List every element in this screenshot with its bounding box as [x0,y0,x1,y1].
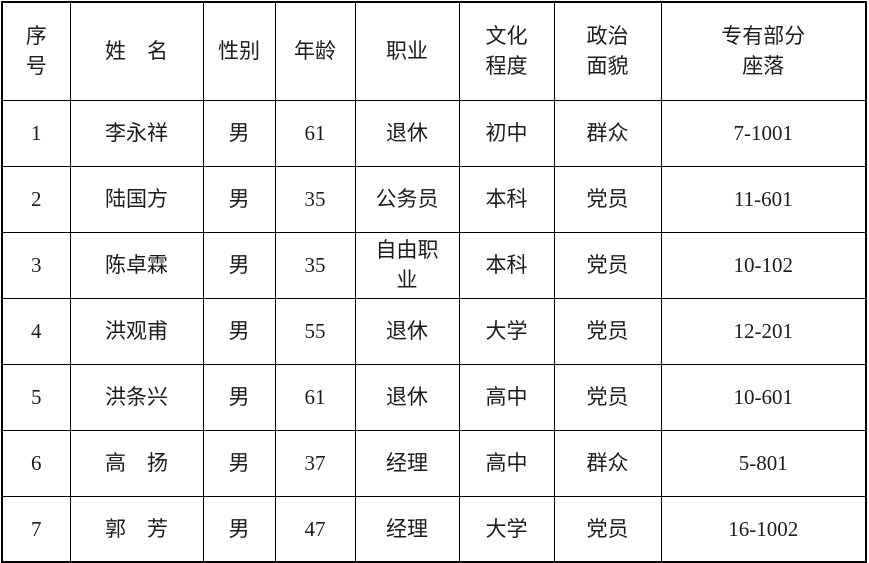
cell-age: 61 [274,99,356,167]
cell-unit-location: 12-201 [660,297,867,365]
cell-political-status: 党员 [553,495,662,563]
cell-unit-location: 10-601 [660,363,867,431]
cell-gender: 男 [202,99,276,167]
table-row: 1 李永祥 男 61 退休 初中 群众 7-1001 [1,99,867,167]
cell-age: 47 [274,495,356,563]
header-row: 序 号 姓 名 性别 年龄 职业 文化 程度 政治 面貌 专有部分 座落 [1,1,867,101]
cell-index: 4 [1,297,71,365]
table-row: 7 郭 芳 男 47 经理 大学 党员 16-1002 [1,495,867,563]
table-row: 6 高 扬 男 37 经理 高中 群众 5-801 [1,429,867,497]
cell-name: 陆国方 [69,165,204,233]
cell-name: 郭 芳 [69,495,204,563]
cell-age: 35 [274,231,356,299]
cell-occupation: 经理 [354,495,460,563]
cell-occupation: 自由职 业 [354,231,460,299]
cell-education: 初中 [458,99,555,167]
cell-occupation: 公务员 [354,165,460,233]
cell-gender: 男 [202,429,276,497]
cell-index: 7 [1,495,71,563]
cell-political-status: 党员 [553,165,662,233]
cell-unit-location: 5-801 [660,429,867,497]
cell-education: 本科 [458,165,555,233]
cell-education: 本科 [458,231,555,299]
table-header: 序 号 姓 名 性别 年龄 职业 文化 程度 政治 面貌 专有部分 座落 [1,1,867,101]
table-row: 4 洪观甫 男 55 退休 大学 党员 12-201 [1,297,867,365]
cell-index: 3 [1,231,71,299]
cell-age: 55 [274,297,356,365]
cell-gender: 男 [202,165,276,233]
cell-index: 1 [1,99,71,167]
cell-name: 高 扬 [69,429,204,497]
cell-political-status: 群众 [553,99,662,167]
cell-gender: 男 [202,495,276,563]
cell-age: 61 [274,363,356,431]
cell-name: 洪观甫 [69,297,204,365]
cell-political-status: 党员 [553,231,662,299]
header-cell-gender: 性别 [202,1,276,101]
cell-political-status: 党员 [553,363,662,431]
cell-occupation: 退休 [354,99,460,167]
table-body: 1 李永祥 男 61 退休 初中 群众 7-1001 2 陆国方 男 35 公务… [1,99,867,563]
cell-occupation: 经理 [354,429,460,497]
cell-index: 6 [1,429,71,497]
cell-occupation: 退休 [354,363,460,431]
cell-name: 洪条兴 [69,363,204,431]
header-cell-index: 序 号 [1,1,71,101]
cell-occupation: 退休 [354,297,460,365]
cell-education: 高中 [458,363,555,431]
cell-unit-location: 7-1001 [660,99,867,167]
header-cell-occupation: 职业 [354,1,460,101]
cell-gender: 男 [202,297,276,365]
cell-education: 大学 [458,297,555,365]
cell-age: 35 [274,165,356,233]
cell-age: 37 [274,429,356,497]
cell-index: 2 [1,165,71,233]
cell-unit-location: 16-1002 [660,495,867,563]
cell-education: 高中 [458,429,555,497]
cell-gender: 男 [202,231,276,299]
cell-name: 李永祥 [69,99,204,167]
table-row: 5 洪条兴 男 61 退休 高中 党员 10-601 [1,363,867,431]
cell-gender: 男 [202,363,276,431]
cell-political-status: 党员 [553,297,662,365]
header-cell-name: 姓 名 [69,1,204,101]
header-cell-age: 年龄 [274,1,356,101]
cell-name: 陈卓霖 [69,231,204,299]
cell-index: 5 [1,363,71,431]
cell-unit-location: 11-601 [660,165,867,233]
cell-unit-location: 10-102 [660,231,867,299]
table-row: 2 陆国方 男 35 公务员 本科 党员 11-601 [1,165,867,233]
cell-education: 大学 [458,495,555,563]
cell-political-status: 群众 [553,429,662,497]
header-cell-education: 文化 程度 [458,1,555,101]
table-row: 3 陈卓霖 男 35 自由职 业 本科 党员 10-102 [1,231,867,299]
header-cell-unit-location: 专有部分 座落 [660,1,867,101]
header-cell-political-status: 政治 面貌 [553,1,662,101]
